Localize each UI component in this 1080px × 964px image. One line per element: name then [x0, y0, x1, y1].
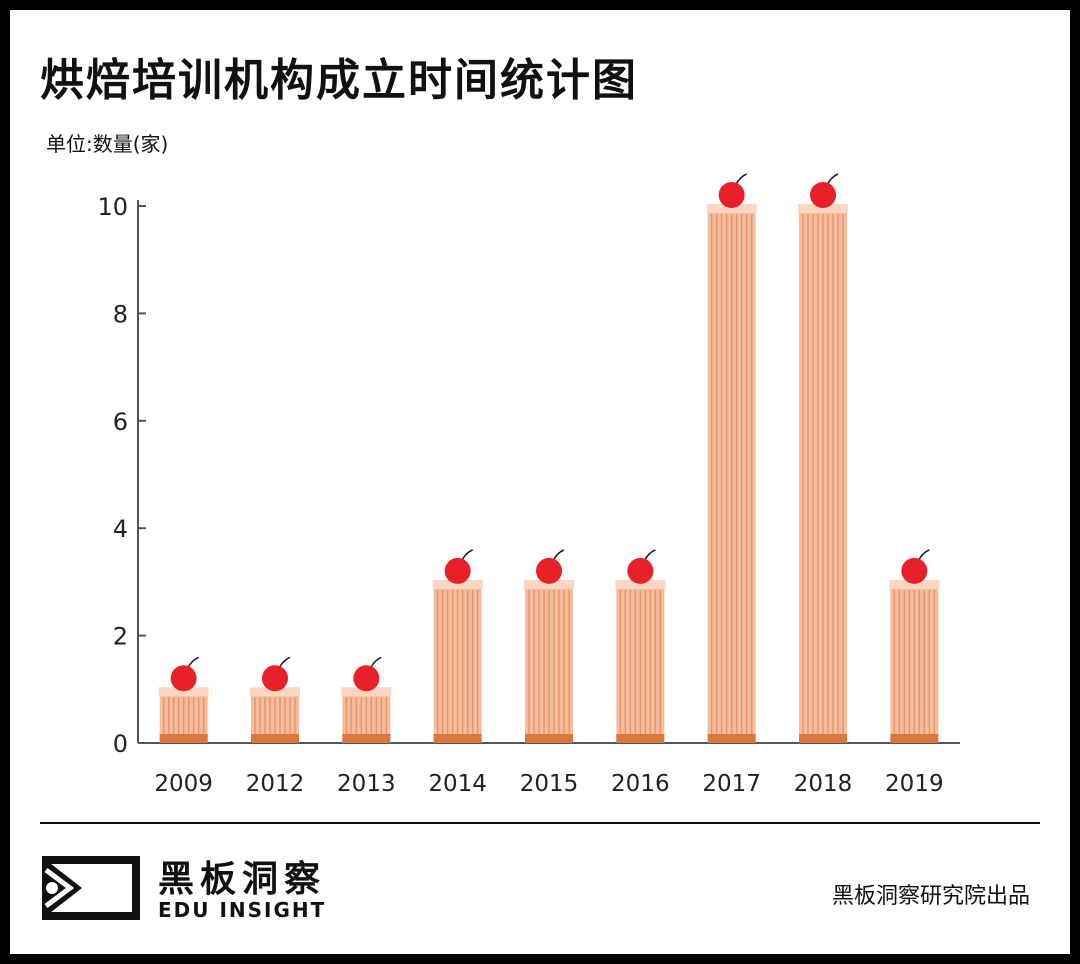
bar-cap [615, 579, 666, 589]
bar-2018 [798, 173, 848, 743]
y-tick-label: 10 [97, 193, 128, 221]
bar-base [799, 734, 847, 743]
bar-base [159, 734, 208, 743]
cherry-icon [718, 182, 745, 208]
bar-base [616, 734, 665, 743]
x-tick-label: 2016 [611, 771, 670, 797]
cherry-icon [536, 557, 562, 584]
bar-base [890, 734, 939, 743]
y-tick-label: 4 [113, 515, 128, 543]
cherry-icon [627, 557, 654, 584]
bar-2019 [889, 549, 940, 743]
bar-chart: 0 2 4 6 8 10 2009 2012 2013 2014 2015 2016 2017 2018 2… [97, 173, 960, 797]
bar-cap [250, 687, 300, 697]
x-tick-label: 2019 [885, 771, 944, 797]
bar-cap [341, 687, 392, 697]
bar-cap [706, 204, 757, 213]
cherry-icon [170, 665, 197, 692]
bar-2014 [432, 549, 483, 743]
bar-base [251, 734, 299, 743]
brand-name-english: EDU INSIGHT [158, 898, 327, 922]
bar-cap [798, 204, 848, 213]
chart-title: 烘焙培训机构成立时间统计图 [40, 55, 638, 106]
bar-cap [524, 579, 574, 589]
cherry-icon [810, 182, 836, 208]
cherry-icon [262, 665, 288, 692]
y-tick-label: 0 [113, 730, 128, 758]
bar-base [707, 734, 756, 743]
bar-cap [889, 579, 940, 589]
bar-cap [432, 579, 483, 589]
x-tick-label: 2017 [702, 771, 761, 797]
brand-name-chinese: 黑板洞察 [158, 859, 327, 900]
bar-base [433, 734, 482, 743]
x-tick-label: 2009 [154, 771, 213, 797]
y-tick-label: 6 [113, 408, 128, 436]
bar-base [342, 734, 391, 743]
x-tick-label: 2013 [337, 771, 396, 797]
y-tick-label: 8 [113, 300, 128, 328]
bar-base [525, 734, 573, 743]
x-tick-label: 2018 [794, 771, 853, 797]
x-tick-label: 2012 [246, 771, 305, 797]
bar-2017 [706, 173, 757, 743]
bar-cap [158, 687, 209, 697]
bar-2016 [615, 549, 666, 743]
cherry-icon [444, 557, 471, 584]
bar-2009 [158, 656, 209, 743]
x-tick-label: 2015 [520, 771, 579, 797]
cherry-icon [353, 665, 380, 692]
source-credit: 黑板洞察研究院出品 [831, 884, 1030, 909]
edu-insight-logo-icon [42, 856, 140, 920]
infographic-card: 烘焙培训机构成立时间统计图 单位:数量(家) 0 2 4 6 8 10 2009 2012 20… [10, 10, 1070, 954]
bar-2012 [250, 656, 300, 743]
y-axis-unit-label: 单位:数量(家) [46, 132, 169, 156]
bar-2013 [341, 656, 392, 743]
x-tick-label: 2014 [428, 771, 487, 797]
y-tick-label: 2 [113, 623, 128, 651]
footer-divider [40, 822, 1040, 824]
cherry-icon [901, 557, 928, 584]
bar-2015 [524, 549, 574, 743]
